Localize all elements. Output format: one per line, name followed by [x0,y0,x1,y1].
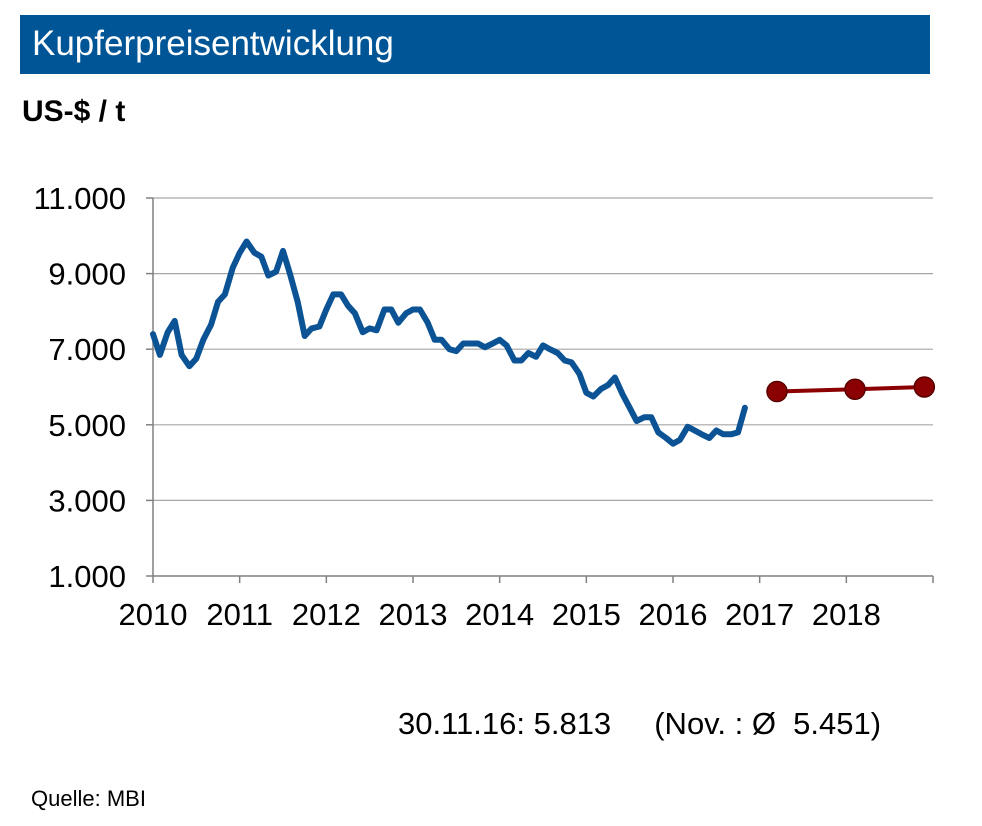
y-tick-label-2: 5.000 [48,408,126,443]
x-tick-label-6: 2016 [639,597,708,632]
forecast-point-0 [766,380,788,403]
x-tick-label-4: 2014 [465,597,534,632]
x-tick-label-1: 2011 [206,597,273,632]
forecast-point-2 [913,376,936,398]
y-axis-label: US-$ / t [22,95,126,128]
chart-title: Kupferpreisentwicklung [32,24,394,63]
title-bar: Kupferpreisentwicklung [20,15,930,74]
price-note: 30.11.16: 5.813 (Nov. : Ø 5.451) [398,706,882,741]
forecast-point-1 [844,378,866,401]
x-tick-label-5: 2015 [552,597,621,632]
x-tick-label-3: 2013 [379,597,448,632]
x-tick-label-0: 2010 [119,597,188,632]
x-tick-label-7: 2017 [725,597,794,632]
x-tick-label-2: 2012 [292,597,361,632]
y-tick-label-0: 1.000 [48,559,126,594]
y-tick-label-1: 3.000 [48,483,126,518]
y-tick-label-4: 9.000 [48,257,126,292]
y-tick-label-5: 11.000 [33,181,126,216]
source-label: Quelle: MBI [31,786,146,811]
series-line-0 [150,238,748,447]
y-tick-label-3: 7.000 [48,332,126,367]
x-tick-label-8: 2018 [812,597,881,632]
